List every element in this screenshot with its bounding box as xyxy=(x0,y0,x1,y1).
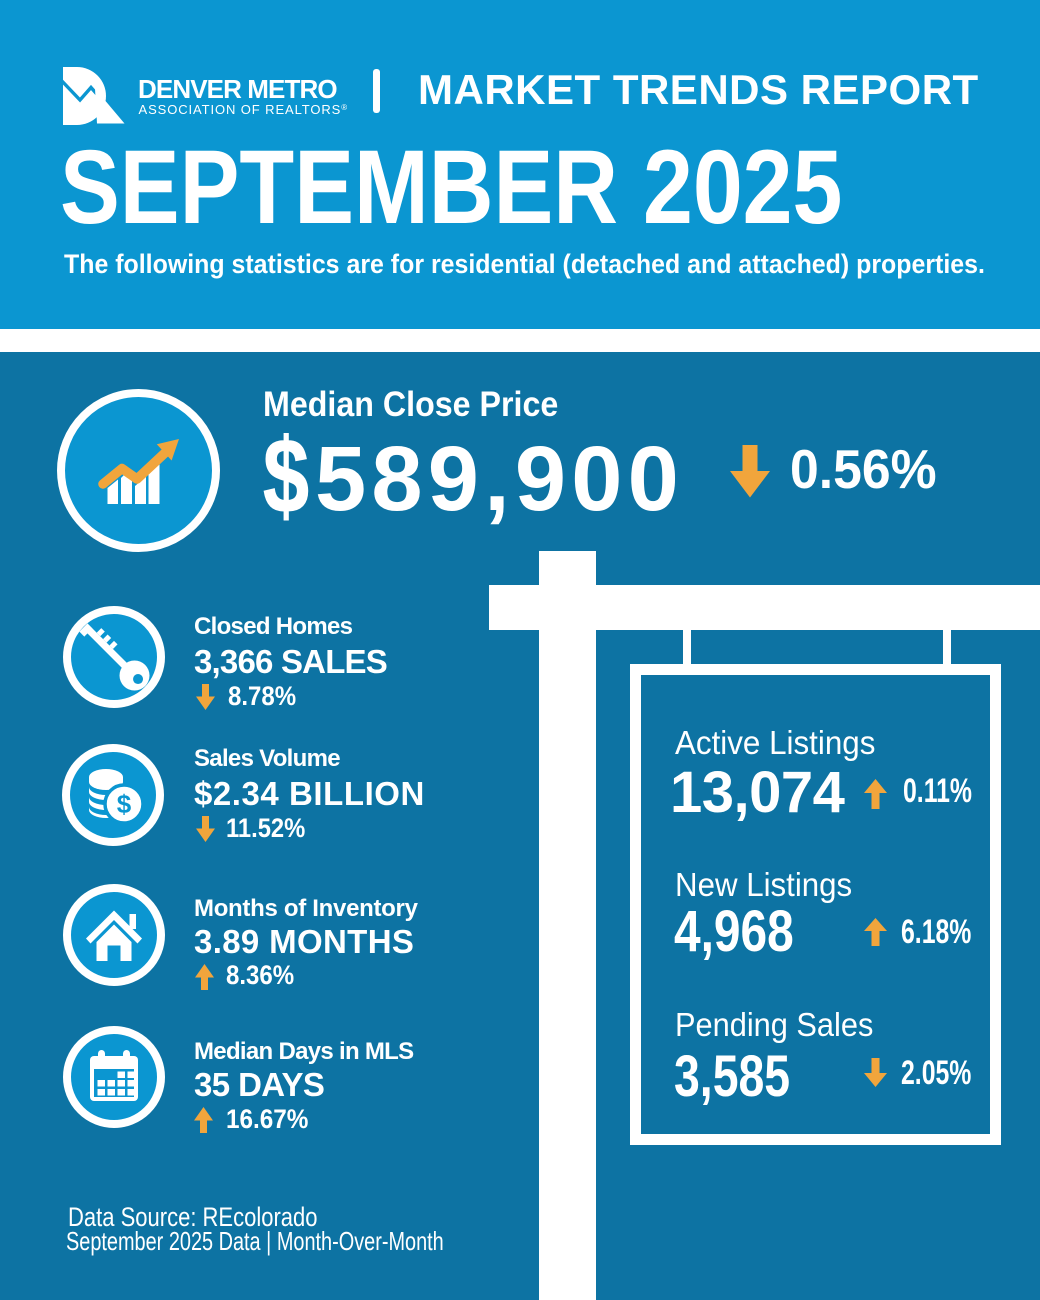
svg-text:$: $ xyxy=(117,789,132,819)
